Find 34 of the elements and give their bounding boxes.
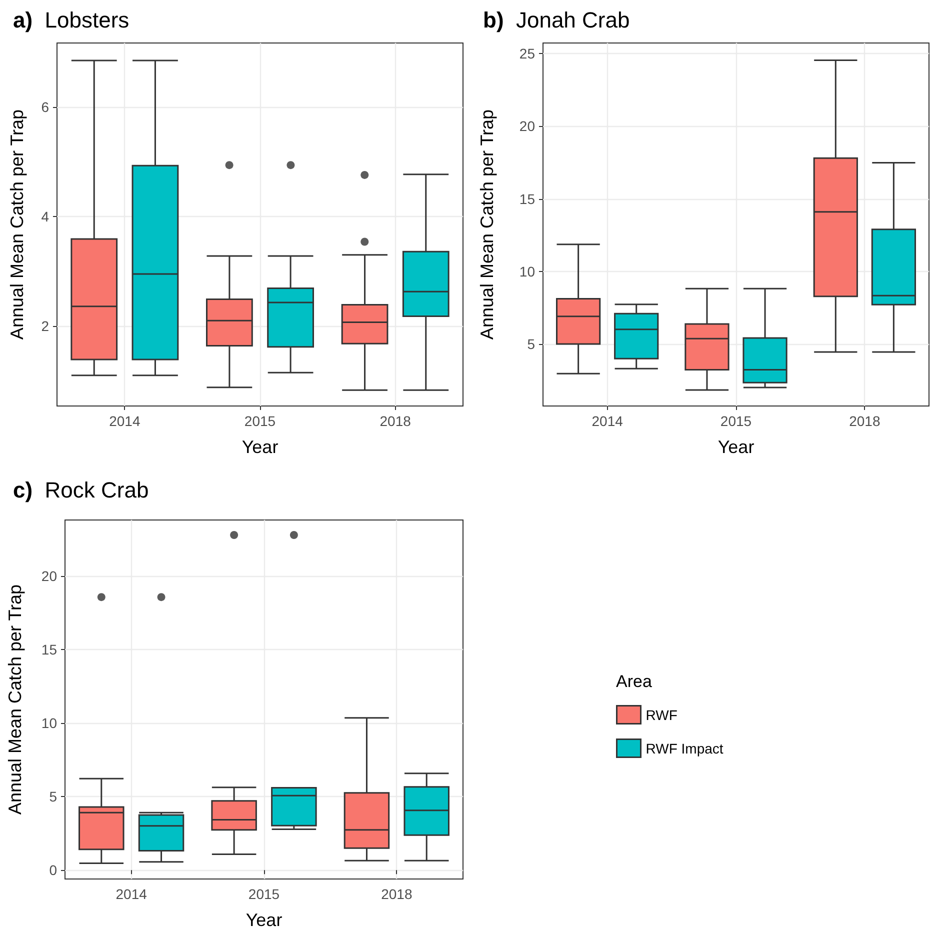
x-axis-title: Year (242, 437, 278, 457)
y-tick-label: 15 (41, 641, 58, 658)
y-tick-label: 2 (41, 318, 50, 334)
y-axis-title: Annual Mean Catch per Trap (7, 109, 27, 340)
x-tick-label: 2015 (244, 413, 276, 429)
x-axis-title: Year (246, 910, 282, 930)
y-tick-label: 15 (519, 190, 536, 207)
x-tick-label: 2015 (720, 413, 752, 429)
legend-label: RWF Impact (646, 740, 724, 756)
x-axis-title: Year (718, 437, 754, 457)
chart-title: b) Jonah Crab (483, 8, 630, 32)
y-tick-label: 10 (519, 263, 536, 280)
y-tick-label: 25 (519, 46, 536, 62)
y-tick-label: 5 (527, 336, 536, 352)
y-tick-label: 10 (41, 715, 58, 732)
x-tick-label: 2018 (381, 886, 412, 902)
legend-label: RWF (646, 706, 678, 723)
chart-title: a) Lobsters (13, 8, 130, 32)
legend-title: Area (616, 672, 652, 691)
y-tick-label: 20 (41, 568, 58, 584)
y-tick-label: 0 (49, 862, 58, 878)
x-tick-label: 2014 (109, 413, 140, 429)
x-tick-label: 2014 (592, 413, 624, 429)
x-tick-label: 2018 (380, 413, 412, 429)
x-tick-label: 2018 (849, 413, 880, 429)
chart-title: c) Rock Crab (13, 478, 149, 502)
y-tick-label: 20 (519, 118, 536, 134)
y-axis-title: Annual Mean Catch per Trap (477, 109, 497, 340)
x-tick-label: 2015 (248, 886, 280, 902)
y-tick-label: 6 (41, 99, 50, 116)
y-tick-label: 4 (41, 208, 50, 225)
y-axis-title: Annual Mean Catch per Trap (5, 584, 25, 815)
x-tick-label: 2014 (116, 886, 148, 902)
y-tick-label: 5 (49, 788, 58, 805)
